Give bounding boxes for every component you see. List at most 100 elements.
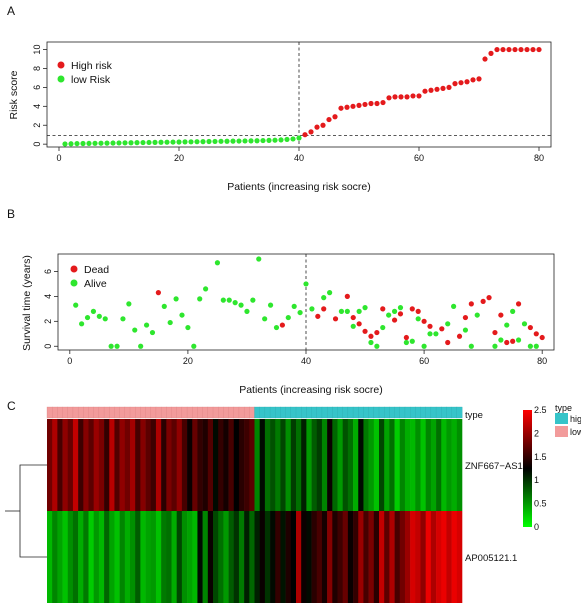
heatmap-cell-r1-c61 — [363, 511, 369, 603]
heatmap-cell-r1-c76 — [441, 511, 447, 603]
heatmap-cell-r1-c58 — [347, 511, 354, 603]
annotation-cell-17 — [135, 406, 141, 419]
legend-label-dead: Dead — [84, 264, 109, 276]
point-a-high-risk-78 — [524, 46, 530, 53]
point-a-high-risk-43 — [314, 124, 320, 130]
point-a-low-risk-14 — [140, 139, 146, 146]
point-a-low-risk-31 — [242, 138, 248, 144]
heatmap-cell-r1-c25 — [176, 511, 183, 603]
heatmap-cell-r0-c66 — [389, 419, 395, 511]
heatmap-cell-r0-c47 — [290, 419, 297, 511]
heatmap-cell-r1-c21 — [155, 511, 162, 603]
point-b-dead-59 — [415, 308, 421, 314]
heatmap-cell-r1-c33 — [218, 511, 224, 603]
point-a-low-risk-36 — [272, 137, 278, 143]
heatmap-cell-r1-c35 — [228, 511, 235, 603]
point-b-alive-73 — [498, 337, 504, 343]
scale-tick-label-1-5: 1.5 — [534, 452, 547, 462]
heatmap-cell-r0-c3 — [62, 419, 69, 511]
panel-letter-c: C — [7, 399, 16, 413]
heatmap-cell-r0-c13 — [114, 419, 120, 511]
heatmap-cell-r1-c12 — [109, 511, 115, 603]
heatmap-cell-r0-c17 — [135, 419, 141, 511]
point-a-low-risk-7 — [98, 140, 104, 146]
y-axis-title-b: Survival time (years) — [21, 255, 33, 351]
heatmap-cell-r1-c14 — [119, 511, 126, 603]
annotation-cell-59 — [352, 406, 359, 419]
heatmap-cell-r0-c0 — [47, 419, 53, 511]
y-tick-label-b-6: 6 — [43, 269, 53, 274]
heatmap-cell-r0-c74 — [430, 419, 437, 511]
heatmap-cell-r1-c29 — [197, 511, 203, 603]
point-b-alive-65 — [451, 303, 457, 309]
annotation-cell-23 — [166, 406, 172, 419]
point-b-alive-16 — [161, 303, 167, 309]
point-b-dead-45 — [332, 316, 339, 322]
annotation-cell-53 — [321, 406, 328, 419]
type-legend: type high low — [555, 403, 581, 437]
heatmap-cell-r0-c62 — [368, 419, 375, 511]
point-a-high-risk-70 — [476, 76, 482, 82]
annotation-cell-51 — [311, 406, 318, 419]
point-b-alive-26 — [220, 297, 226, 303]
point-a-low-risk-30 — [236, 138, 242, 144]
point-a-low-risk-17 — [158, 139, 164, 145]
annotation-cell-15 — [124, 406, 131, 419]
point-b-alive-33 — [262, 316, 268, 322]
row-dendrogram — [5, 464, 47, 558]
point-a-high-risk-53 — [374, 100, 380, 107]
y-tick-label-a-10: 10 — [32, 45, 42, 55]
heatmap-cell-r0-c60 — [358, 419, 364, 511]
annotation-cell-26 — [181, 406, 188, 419]
heatmap-cell-r0-c22 — [161, 419, 167, 511]
point-b-alive-37 — [285, 314, 291, 321]
annotation-cell-58 — [347, 406, 354, 419]
heatmap-cell-r1-c42 — [264, 511, 271, 603]
heatmap-cell-r0-c6 — [78, 419, 84, 511]
point-b-alive-77 — [521, 321, 528, 327]
panel-c-heatmap: C type ZNF667−AS1 AP005121.1 0 0.5 1 1.5 2 2.… — [5, 399, 581, 603]
point-a-high-risk-80 — [536, 46, 542, 53]
point-b-dead-71 — [486, 295, 492, 301]
heatmap-cell-r1-c38 — [244, 511, 250, 603]
type-legend-title: type — [555, 403, 572, 413]
axes-b: 0 20 40 60 80 0 2 4 6 — [43, 269, 547, 366]
annotation-cell-76 — [441, 406, 447, 419]
heatmap-cell-r1-c4 — [67, 511, 74, 603]
annotation-cell-35 — [228, 406, 235, 419]
annotation-cell-30 — [202, 406, 209, 419]
point-b-dead-51 — [368, 333, 374, 339]
legend-a: High risk low Risk — [57, 60, 113, 86]
heatmap-cell-r1-c10 — [98, 511, 105, 603]
point-a-high-risk-79 — [530, 46, 536, 53]
point-b-alive-19 — [179, 312, 185, 318]
heatmap-cell-r0-c70 — [410, 419, 416, 511]
point-a-low-risk-39 — [290, 136, 296, 142]
point-a-high-risk-73 — [494, 46, 500, 53]
point-a-low-risk-32 — [248, 138, 254, 144]
point-a-low-risk-15 — [146, 139, 152, 146]
row-label-ap005121: AP005121.1 — [465, 553, 517, 564]
point-b-alive-53 — [380, 324, 386, 331]
annotation-cell-68 — [399, 406, 406, 419]
annotation-cell-6 — [77, 406, 84, 419]
point-a-high-risk-55 — [386, 95, 392, 101]
heatmap-cell-r1-c15 — [124, 511, 131, 603]
heatmap-cell-r1-c55 — [332, 511, 338, 603]
point-a-low-risk-38 — [284, 136, 290, 143]
point-b-alive-11 — [132, 327, 138, 333]
point-b-alive-6 — [102, 316, 108, 322]
heatmap-cell-r0-c56 — [337, 419, 343, 511]
annotation-cell-44 — [275, 406, 281, 419]
annotation-cell-19 — [145, 406, 152, 419]
point-a-high-risk-59 — [410, 93, 416, 99]
point-b-alive-43 — [321, 295, 327, 301]
point-a-high-risk-51 — [362, 101, 368, 108]
annotation-cell-38 — [243, 406, 250, 419]
heatmap-cell-r1-c71 — [415, 511, 421, 603]
point-b-dead-55 — [391, 317, 398, 323]
heatmap-cell-r1-c51 — [311, 511, 318, 603]
point-b-alive-27 — [226, 297, 232, 303]
heatmap-cell-r0-c26 — [181, 419, 188, 511]
